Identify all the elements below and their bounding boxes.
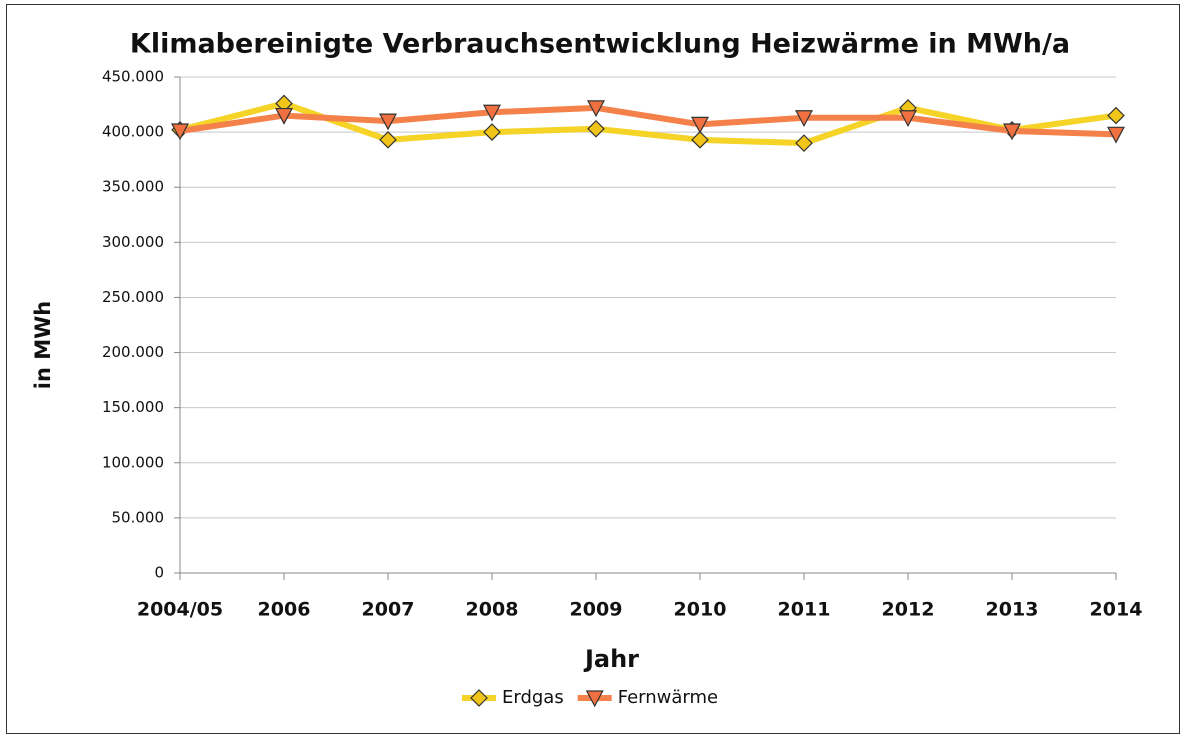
data-point bbox=[1003, 123, 1021, 141]
data-point bbox=[379, 130, 397, 149]
x-tick-label: 2012 bbox=[882, 599, 935, 621]
data-point bbox=[691, 116, 709, 134]
legend-marker bbox=[585, 690, 604, 708]
legend-label: Fernwärme bbox=[618, 687, 718, 708]
data-point bbox=[171, 123, 189, 141]
y-tick-label: 300.000 bbox=[102, 233, 164, 251]
x-tick-label: 2008 bbox=[466, 599, 519, 621]
chart-title: Klimabereinigte Verbrauchsentwicklung He… bbox=[130, 29, 1070, 60]
x-tick-label: 2004/05 bbox=[137, 599, 223, 621]
y-tick-label: 100.000 bbox=[102, 453, 164, 471]
frame bbox=[6, 4, 1180, 734]
data-point bbox=[587, 100, 605, 118]
legend-label: Erdgas bbox=[502, 687, 564, 708]
y-tick-label: 250.000 bbox=[102, 288, 164, 306]
x-axis-label: Jahr bbox=[583, 645, 639, 673]
series-line bbox=[179, 104, 1117, 138]
series-line bbox=[179, 100, 1117, 147]
x-tick-label: 2007 bbox=[362, 599, 415, 621]
y-axis-label: in MWh bbox=[31, 301, 55, 389]
y-tick-label: 50.000 bbox=[112, 508, 165, 526]
y-tick-label: 350.000 bbox=[102, 178, 164, 196]
data-point bbox=[483, 123, 501, 141]
x-tick-label: 2013 bbox=[986, 599, 1039, 621]
data-point bbox=[795, 134, 813, 152]
data-point bbox=[587, 119, 605, 138]
data-point bbox=[795, 110, 813, 128]
y-tick-label: 450.000 bbox=[102, 68, 164, 86]
x-tick-label: 2010 bbox=[674, 599, 727, 621]
y-tick-label: 400.000 bbox=[102, 123, 164, 141]
data-point bbox=[378, 113, 398, 131]
y-tick-label: 200.000 bbox=[102, 343, 164, 361]
data-point bbox=[899, 110, 917, 128]
x-tick-label: 2006 bbox=[258, 599, 311, 621]
legend-marker bbox=[470, 689, 488, 707]
data-point bbox=[1107, 126, 1125, 144]
y-tick-label: 0 bbox=[154, 564, 164, 582]
x-tick-label: 2009 bbox=[570, 599, 623, 621]
data-point bbox=[483, 104, 501, 122]
x-tick-label: 2011 bbox=[778, 599, 831, 621]
y-tick-label: 150.000 bbox=[102, 398, 164, 416]
data-point bbox=[691, 130, 709, 149]
data-point bbox=[275, 107, 293, 125]
x-tick-label: 2014 bbox=[1090, 599, 1143, 621]
data-point bbox=[1107, 106, 1125, 125]
